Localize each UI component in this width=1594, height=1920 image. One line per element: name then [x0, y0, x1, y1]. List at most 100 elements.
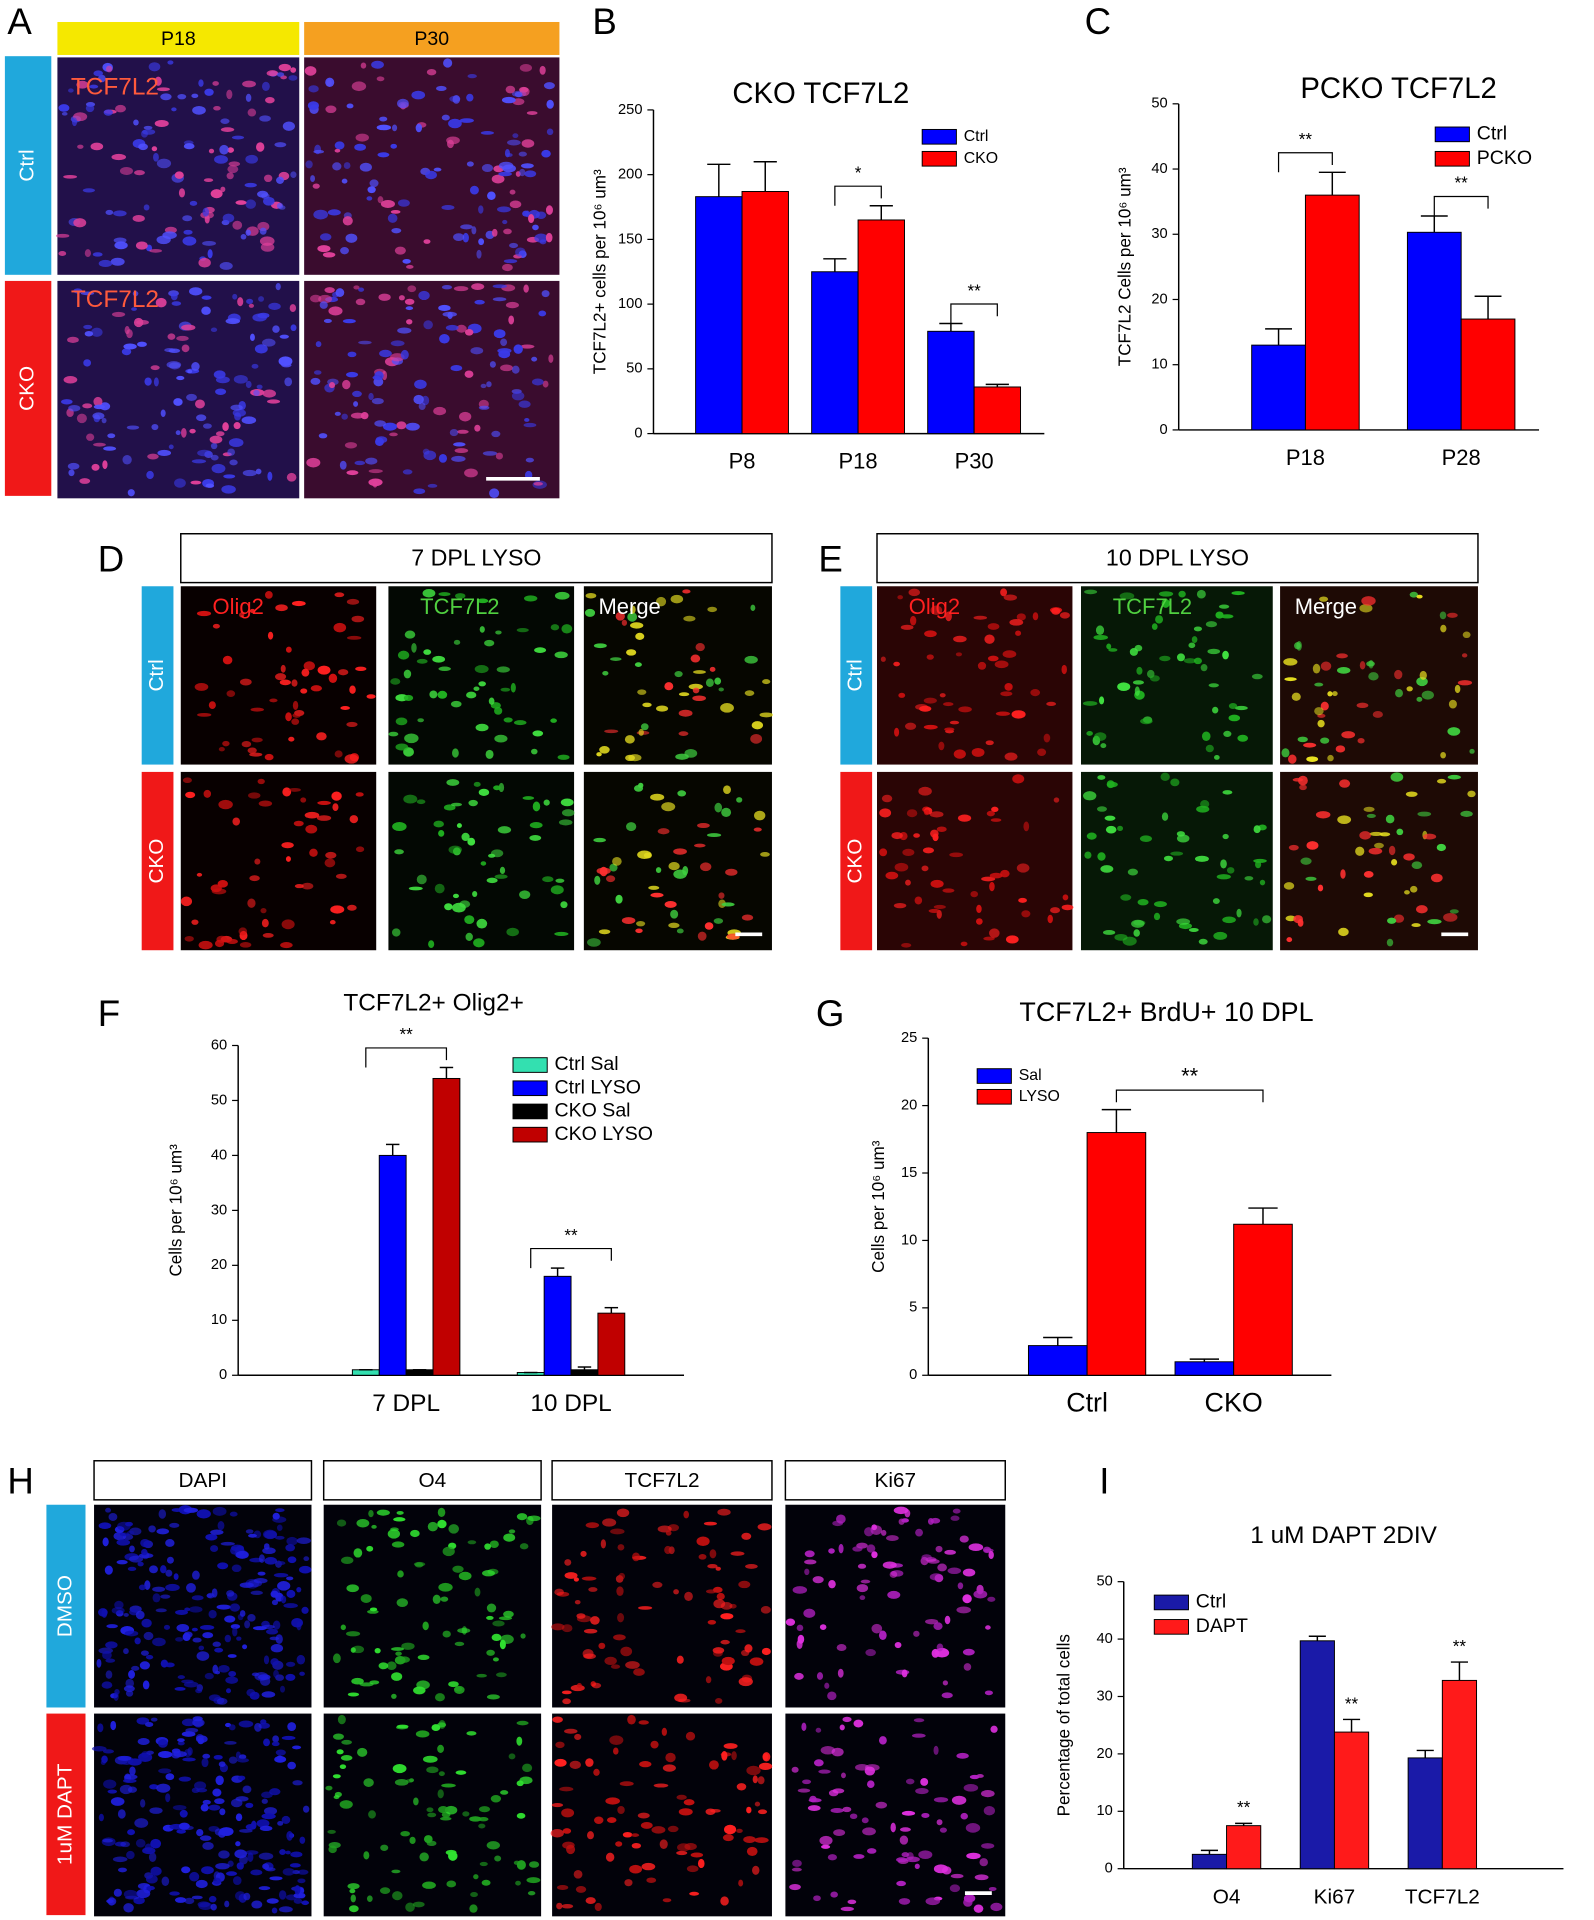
cell: [762, 679, 771, 685]
cell: [470, 1892, 478, 1898]
cell: [422, 1621, 429, 1631]
cell: [556, 1902, 563, 1910]
cell: [971, 747, 985, 757]
cell: [1097, 852, 1106, 861]
cell: [232, 293, 238, 300]
cell: [562, 1828, 572, 1834]
cell: [227, 165, 239, 174]
cell: [111, 153, 127, 161]
cell: [1299, 784, 1307, 791]
cell: [250, 707, 264, 712]
cell: [232, 817, 241, 826]
cell: [473, 686, 480, 691]
row-label-box: [46, 1504, 86, 1708]
x-tick-label: 7 DPL: [372, 1390, 440, 1417]
row-label: Ctrl: [844, 659, 867, 691]
cell: [750, 604, 756, 611]
cell: [248, 303, 255, 308]
cell: [957, 814, 972, 822]
cell: [67, 336, 79, 343]
cell: [128, 1670, 135, 1679]
bar: [1251, 344, 1306, 431]
cell: [261, 1691, 276, 1698]
cell: [953, 635, 967, 643]
cell: [71, 117, 78, 127]
cell: [532, 730, 544, 737]
cell: [301, 1606, 309, 1614]
cell: [341, 178, 348, 184]
cell: [145, 1722, 154, 1728]
cell: [880, 1529, 887, 1536]
cell: [1097, 775, 1106, 780]
micrograph: [785, 1504, 1006, 1708]
y-tick-label: 0: [634, 425, 642, 441]
cell: [612, 856, 622, 866]
cell: [955, 652, 963, 657]
cell: [1134, 644, 1143, 652]
cell: [740, 1649, 750, 1657]
legend-swatch: [512, 1080, 548, 1097]
cell: [271, 1741, 280, 1747]
cell: [674, 1693, 688, 1702]
cell: [642, 702, 652, 708]
cell: [310, 685, 323, 692]
cell: [709, 666, 716, 672]
cell: [391, 1693, 397, 1699]
cell: [587, 1831, 594, 1840]
cell: [339, 1764, 347, 1770]
cell: [492, 1657, 499, 1662]
cell: [178, 188, 186, 198]
cell: [922, 847, 935, 854]
cell: [575, 1885, 587, 1893]
cell: [933, 1745, 939, 1755]
cell: [398, 295, 405, 301]
cell: [288, 75, 298, 81]
cell: [908, 588, 920, 597]
cell: [181, 344, 190, 353]
cell: [930, 605, 943, 615]
cell: [659, 1839, 668, 1850]
bar: [857, 219, 905, 435]
cell: [365, 457, 378, 465]
cell: [286, 1576, 294, 1581]
cell: [561, 1904, 574, 1909]
cell: [294, 883, 304, 889]
cell: [333, 622, 347, 633]
cell: [232, 408, 246, 417]
cell: [355, 792, 364, 797]
cell: [1447, 612, 1458, 618]
cell: [545, 205, 553, 215]
cell: [944, 1615, 951, 1625]
cell: [606, 1817, 617, 1824]
cell: [284, 377, 293, 387]
cell: [938, 741, 945, 751]
cell: [394, 849, 404, 855]
cell: [819, 1624, 827, 1630]
cell: [984, 1690, 993, 1696]
cell: [448, 1524, 460, 1534]
cell: [837, 1668, 844, 1678]
micrograph: [55, 57, 300, 275]
cell: [272, 1735, 280, 1743]
cell: [149, 1807, 163, 1814]
cell: [158, 1768, 172, 1774]
bar: [351, 1369, 380, 1376]
cell: [91, 1746, 107, 1752]
cell: [310, 175, 316, 182]
cell: [160, 1594, 171, 1599]
cell: [1363, 806, 1375, 812]
cell: [404, 298, 415, 305]
cell: [191, 93, 199, 99]
cell: [1196, 589, 1206, 599]
cell: [139, 1661, 150, 1670]
y-axis-label: TCF7L2 Cells per 10⁶ um³: [1116, 167, 1135, 366]
cell: [574, 1599, 581, 1605]
cell: [655, 867, 662, 874]
cell: [1283, 658, 1298, 666]
cell: [278, 1906, 293, 1913]
cell: [952, 1508, 961, 1514]
cell: [677, 1843, 691, 1852]
cell: [143, 125, 153, 130]
cell: [1043, 733, 1051, 743]
cell: [400, 349, 409, 360]
